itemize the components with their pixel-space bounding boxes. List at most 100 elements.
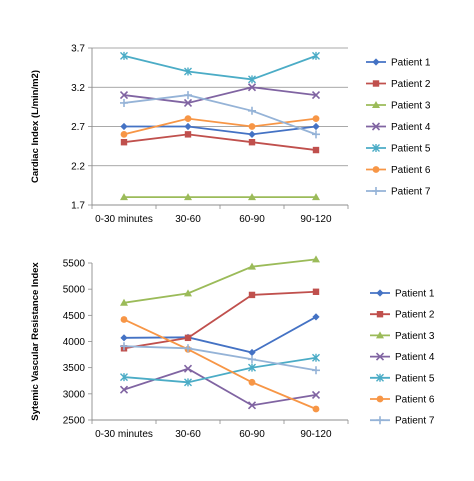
data-point — [312, 353, 320, 362]
data-point — [248, 106, 256, 115]
data-point — [248, 123, 256, 130]
data-point — [247, 83, 257, 92]
data-point — [248, 75, 256, 84]
data-point — [120, 51, 128, 60]
data-point — [312, 51, 320, 60]
legend-label: Patient 3 — [395, 331, 435, 342]
series-patient-5 — [120, 353, 320, 387]
y-tick-label: 3000 — [63, 389, 86, 400]
legend-item: Patient 6 — [370, 395, 435, 406]
data-point — [120, 316, 128, 323]
x-tick-label: 90-120 — [300, 429, 332, 440]
series-patient-7 — [120, 342, 320, 375]
x-tick-label: 0-30 minutes — [95, 214, 153, 225]
legend-item: Patient 3 — [370, 331, 435, 342]
y-tick-label: 2.7 — [71, 122, 85, 133]
legend-label: Patient 1 — [395, 289, 435, 300]
legend-label: Patient 4 — [391, 122, 431, 133]
legend-label: Patient 7 — [395, 416, 435, 427]
data-point — [248, 348, 256, 357]
x-tick-label: 0-30 minutes — [95, 429, 153, 440]
data-point — [312, 313, 320, 321]
series-patient-2 — [120, 131, 320, 154]
series-line — [123, 318, 317, 410]
y-tick-label: 4500 — [63, 311, 86, 322]
series-patient-4 — [119, 364, 321, 410]
x-tick-label: 60-90 — [239, 214, 265, 225]
legend-item: Patient 2 — [366, 79, 431, 90]
legend-swatch-marker — [371, 122, 381, 131]
legend-label: Patient 4 — [395, 352, 435, 363]
legend-swatch-marker — [372, 166, 380, 173]
legend-swatch-marker — [376, 373, 384, 382]
chart-2: 2500 3000 3500 4000 4500 5000 5500 0-30 minutes… — [30, 255, 435, 440]
series-patient-3 — [120, 255, 320, 306]
y-tick-label: 2.2 — [71, 161, 85, 172]
legend-item: Patient 6 — [366, 165, 431, 176]
data-point — [312, 288, 320, 295]
legend-swatch-marker — [376, 395, 384, 403]
series-line — [123, 86, 317, 104]
data-point — [119, 385, 129, 394]
legend-swatch-marker — [372, 144, 380, 152]
x-tick-label: 60-90 — [239, 429, 265, 440]
y-tick-label: 1.7 — [71, 201, 85, 212]
series-line — [123, 316, 317, 354]
y-tick-label: 4000 — [63, 337, 86, 348]
legend-swatch-marker — [372, 187, 380, 195]
data-point — [312, 146, 320, 154]
data-point — [312, 366, 320, 375]
legend-label: Patient 6 — [391, 165, 431, 176]
data-point — [120, 98, 128, 107]
data-point — [248, 130, 256, 138]
y-tick-label: 3500 — [63, 363, 86, 374]
legend-swatch-marker — [372, 80, 380, 87]
y-tick-label: 3.2 — [71, 83, 85, 94]
data-point — [184, 193, 192, 201]
x-tick-label: 90-120 — [300, 214, 332, 225]
legend-label: Patient 6 — [395, 395, 435, 406]
data-point — [120, 334, 128, 342]
legend-label: Patient 2 — [391, 79, 431, 90]
legend-item: Patient 4 — [370, 352, 435, 363]
legend-label: Patient 5 — [395, 373, 435, 384]
legend-item: Patient 7 — [366, 187, 431, 198]
y-tick-label: 2500 — [63, 416, 86, 427]
legend-label: Patient 7 — [391, 187, 431, 198]
series-line — [123, 94, 317, 136]
legend-item: Patient 7 — [370, 416, 435, 427]
legend-label: Patient 2 — [395, 310, 435, 321]
data-point — [120, 130, 128, 138]
legend-swatch-marker — [376, 331, 384, 339]
data-point — [184, 378, 192, 387]
data-point — [120, 373, 128, 382]
data-point — [312, 255, 320, 263]
x-tick-label: 30-60 — [175, 429, 201, 440]
legend-label: Patient 1 — [391, 58, 431, 69]
series-patient-1 — [120, 313, 320, 357]
y-tick-label: 5000 — [63, 285, 86, 296]
series-line — [123, 258, 317, 304]
series-patient-6 — [120, 316, 320, 413]
series-patient-3 — [120, 193, 320, 201]
legend-item: Patient 5 — [366, 144, 431, 155]
legend-item: Patient 1 — [370, 289, 435, 300]
data-point — [248, 378, 256, 386]
legend-swatch-marker — [376, 311, 384, 318]
legend-swatch-marker — [375, 352, 385, 361]
series-patient-5 — [120, 51, 320, 84]
chart-1: 1.7 2.2 2.7 3.2 3.7 0-30 minutes 30-60 60-90 90-… — [30, 44, 431, 226]
y-axis-label: Cardiac Index (L/min/m2) — [30, 70, 41, 183]
x-tick-label: 30-60 — [175, 214, 201, 225]
legend-label: Patient 5 — [391, 144, 431, 155]
data-point — [248, 291, 256, 299]
legend-item: Patient 5 — [370, 373, 435, 384]
series-line — [123, 345, 317, 372]
series-line — [123, 133, 317, 151]
data-point — [120, 122, 128, 131]
data-point — [120, 139, 128, 146]
data-point — [248, 363, 256, 372]
data-point — [184, 91, 192, 100]
data-point — [248, 139, 256, 146]
